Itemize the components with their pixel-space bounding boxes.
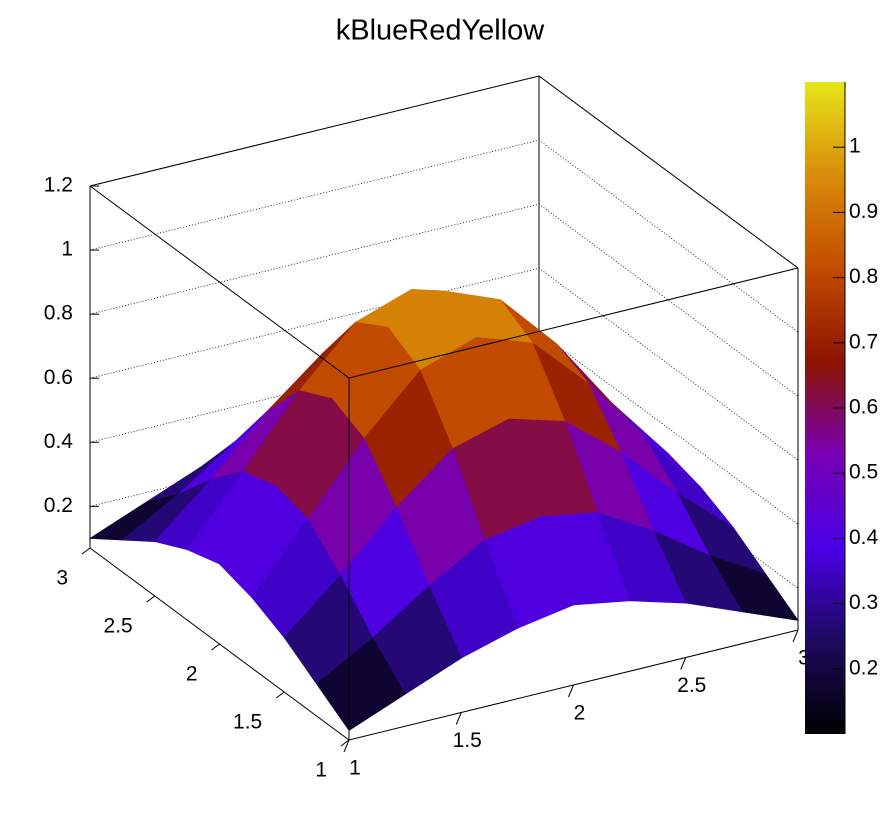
surface-cell [316,637,406,731]
x-tick [792,629,799,643]
color-tick-label: 0.4 [849,526,879,549]
x-tick-label: 3 [798,647,810,670]
y-tick-label: 2 [186,663,198,686]
z-tick-label: 1.2 [44,174,73,197]
x-tick [455,712,462,725]
x-tick-label: 2 [574,702,586,725]
grid-line [89,267,799,461]
y-tick [211,643,220,651]
y-tick [340,739,350,747]
x-tick [343,739,350,753]
y-tick [81,547,91,555]
x-tick [680,657,687,670]
box-edge [348,267,799,379]
grid-line [89,203,799,397]
color-tick-label: 1 [849,135,861,158]
y-tick [275,691,285,699]
x-tick-label: 1 [349,757,361,780]
z-tick-label: 0.2 [44,494,73,517]
color-tick-label: 0.8 [849,265,878,288]
z-tick-label: 0.6 [44,366,73,389]
y-tick-label: 1.5 [233,711,262,734]
y-tick-label: 2.5 [104,615,133,638]
chart-title: kBlueRedYellow [336,15,546,47]
color-tick-label: 0.6 [849,396,878,419]
grid-line [89,75,799,269]
color-tick-label: 0.5 [849,461,878,484]
box-edge [89,185,350,379]
x-tick-label: 1.5 [453,729,482,752]
color-tick-label: 0.3 [849,591,878,614]
x-tick-label: 2.5 [677,674,706,697]
z-tick-label: 0.8 [44,302,73,325]
color-tick-label: 0.9 [849,200,878,223]
y-tick-label: 3 [56,567,68,590]
color-tick-label: 0.7 [849,330,878,353]
z-tick-label: 0.4 [44,430,74,453]
y-tick [146,595,156,603]
color-tick-label: 0.2 [849,656,878,679]
x-tick [568,684,574,698]
grid-line [89,139,799,333]
z-tick-label: 1 [61,238,73,261]
y-tick-label: 1 [315,759,327,782]
